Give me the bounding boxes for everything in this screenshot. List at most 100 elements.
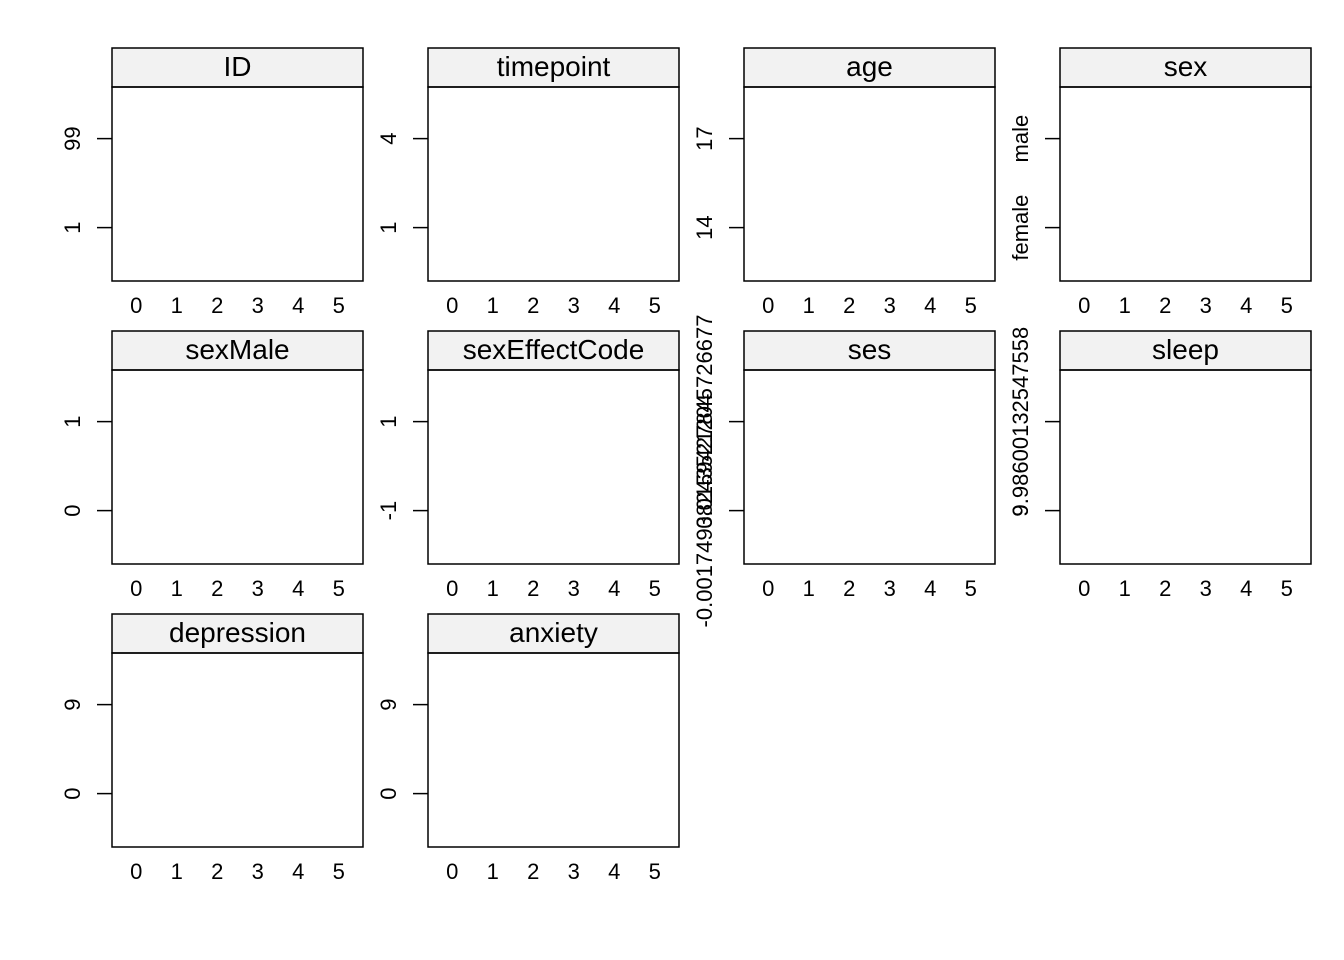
y-tick-label: 0 [376, 787, 401, 799]
strip [427, 330, 680, 371]
x-tick-label: 3 [884, 576, 896, 601]
y-tick-label: 17 [692, 126, 717, 150]
x-tick-label: 3 [1200, 576, 1212, 601]
y-tick-label: female [1008, 195, 1033, 261]
x-tick-label: 0 [1078, 293, 1090, 318]
x-tick-label: 1 [487, 293, 499, 318]
y-tick-label: 9 [60, 698, 85, 710]
x-tick-label: 5 [649, 576, 661, 601]
x-tick-label: 2 [527, 576, 539, 601]
panel [1059, 86, 1312, 282]
x-tick-label: 5 [965, 576, 977, 601]
x-tick-label: 0 [762, 576, 774, 601]
x-tick-label: 1 [171, 293, 183, 318]
x-tick-label: 5 [333, 576, 345, 601]
x-tick-label: 4 [292, 576, 304, 601]
x-tick-label: 1 [803, 576, 815, 601]
strip [427, 613, 680, 654]
strip [743, 330, 996, 371]
x-tick-label: 1 [1119, 293, 1131, 318]
panel-title: ID [224, 51, 252, 82]
y-tick-label: 9 [1008, 504, 1033, 516]
panel [1059, 369, 1312, 565]
panel-title: age [846, 51, 893, 82]
y-tick-label: 0 [60, 504, 85, 516]
y-tick-label: 0.0159427845726677 [692, 315, 717, 529]
x-tick-label: 0 [762, 293, 774, 318]
x-tick-label: 3 [252, 293, 264, 318]
y-tick-label: male [1008, 115, 1033, 163]
y-tick-label: 1 [60, 415, 85, 427]
x-tick-label: 4 [924, 576, 936, 601]
x-tick-label: 5 [1281, 576, 1293, 601]
x-tick-label: 5 [333, 859, 345, 884]
x-tick-label: 2 [211, 576, 223, 601]
x-tick-label: 3 [1200, 293, 1212, 318]
x-tick-label: 0 [1078, 576, 1090, 601]
y-tick-label: 1 [376, 221, 401, 233]
x-tick-label: 4 [924, 293, 936, 318]
x-tick-label: 2 [211, 859, 223, 884]
x-tick-label: 3 [568, 293, 580, 318]
strip [111, 613, 364, 654]
x-tick-label: 4 [292, 859, 304, 884]
x-tick-label: 4 [1240, 576, 1252, 601]
x-tick-label: 2 [843, 576, 855, 601]
x-tick-label: 4 [608, 859, 620, 884]
x-tick-label: 3 [568, 576, 580, 601]
strip [111, 47, 364, 88]
y-tick-label: -0.00174938243521204 [692, 394, 717, 628]
x-tick-label: 3 [884, 293, 896, 318]
x-tick-label: 0 [130, 576, 142, 601]
y-tick-label: 4 [376, 132, 401, 144]
panel [111, 86, 364, 282]
x-tick-label: 0 [446, 293, 458, 318]
x-tick-label: 1 [1119, 576, 1131, 601]
y-tick-label: 14 [692, 215, 717, 239]
x-tick-label: 5 [649, 293, 661, 318]
panel-title: sex [1164, 51, 1208, 82]
x-tick-label: 1 [487, 576, 499, 601]
x-tick-label: 0 [446, 859, 458, 884]
strip [427, 47, 680, 88]
x-tick-label: 4 [608, 293, 620, 318]
panel [743, 369, 996, 565]
panel [743, 86, 996, 282]
panel-title: sexEffectCode [463, 334, 645, 365]
strip [1059, 330, 1312, 371]
panel-title: anxiety [509, 617, 598, 648]
x-tick-label: 2 [1159, 293, 1171, 318]
panel [427, 369, 680, 565]
x-tick-label: 1 [171, 576, 183, 601]
panel [111, 652, 364, 848]
y-tick-label: 1 [60, 221, 85, 233]
x-tick-label: 2 [1159, 576, 1171, 601]
y-tick-label: 1 [376, 415, 401, 427]
x-tick-label: 0 [446, 576, 458, 601]
x-tick-label: 3 [568, 859, 580, 884]
strip [743, 47, 996, 88]
x-tick-label: 2 [843, 293, 855, 318]
panel-title: timepoint [497, 51, 611, 82]
panel [111, 369, 364, 565]
x-tick-label: 5 [649, 859, 661, 884]
x-tick-label: 4 [292, 293, 304, 318]
y-tick-label: 9.98600132547558 [1008, 327, 1033, 517]
strip [1059, 47, 1312, 88]
x-tick-label: 3 [252, 576, 264, 601]
x-tick-label: 2 [211, 293, 223, 318]
x-tick-label: 3 [252, 859, 264, 884]
x-tick-label: 4 [608, 576, 620, 601]
y-tick-label: -1 [376, 501, 401, 521]
panel-title: sleep [1152, 334, 1219, 365]
panel-title: ses [848, 334, 892, 365]
x-tick-label: 5 [333, 293, 345, 318]
panel-title: depression [169, 617, 306, 648]
x-tick-label: 2 [527, 859, 539, 884]
panel [427, 86, 680, 282]
x-tick-label: 1 [487, 859, 499, 884]
x-tick-label: 0 [130, 859, 142, 884]
x-tick-label: 0 [130, 293, 142, 318]
x-tick-label: 5 [1281, 293, 1293, 318]
